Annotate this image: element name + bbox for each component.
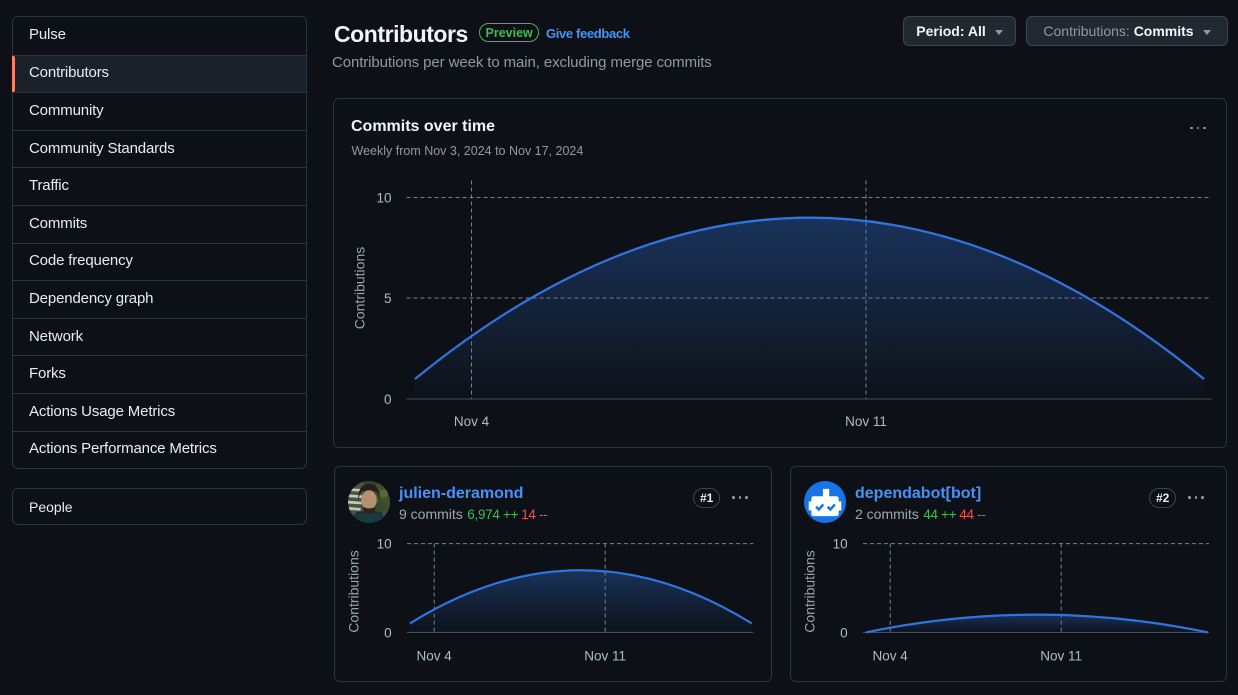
svg-text:10: 10: [377, 537, 392, 552]
svg-text:Nov 11: Nov 11: [845, 414, 887, 429]
svg-text:0: 0: [384, 392, 392, 407]
svg-text:10: 10: [833, 537, 848, 552]
svg-text:Nov 11: Nov 11: [584, 649, 626, 664]
svg-text:Nov 11: Nov 11: [1040, 649, 1082, 664]
svg-text:Contributions: Contributions: [346, 550, 362, 633]
svg-text:0: 0: [840, 625, 848, 640]
svg-text:Contributions: Contributions: [352, 247, 368, 330]
svg-text:Contributions: Contributions: [802, 550, 818, 633]
svg-text:Nov 4: Nov 4: [454, 414, 490, 429]
svg-text:Nov 4: Nov 4: [417, 649, 453, 664]
svg-text:5: 5: [384, 291, 392, 306]
svg-text:Nov 4: Nov 4: [873, 649, 909, 664]
svg-text:0: 0: [384, 625, 392, 640]
svg-text:10: 10: [376, 191, 391, 206]
